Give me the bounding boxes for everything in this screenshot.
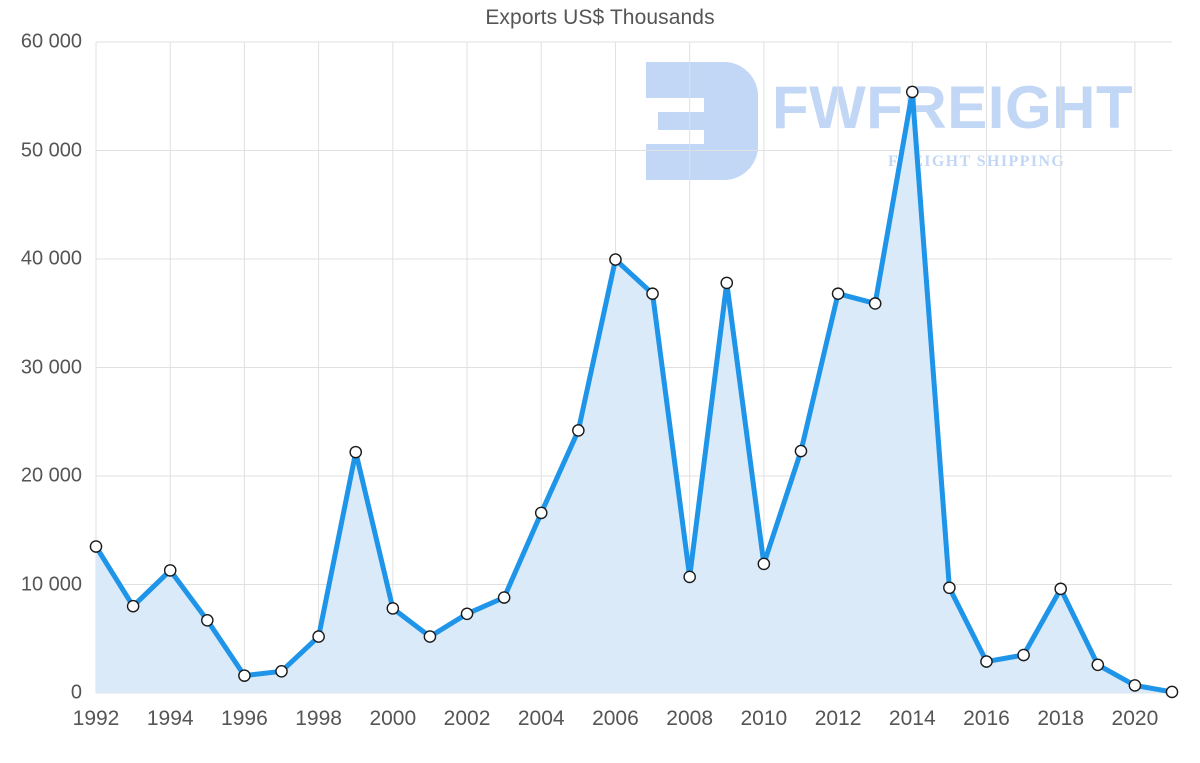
x-tick-label: 1998 — [295, 707, 342, 730]
x-tick-label: 2014 — [888, 707, 936, 730]
x-tick-label: 2008 — [666, 707, 713, 730]
y-tick-label: 10 000 — [20, 573, 82, 595]
data-point-1998 — [312, 630, 325, 643]
data-point-2017 — [1017, 648, 1030, 662]
data-point-2008 — [683, 570, 696, 584]
x-tick-label: 2006 — [592, 707, 639, 730]
x-tick-label: 1992 — [72, 707, 120, 730]
y-tick-label: 40 000 — [20, 247, 82, 270]
y-tick-label: 0 — [70, 681, 82, 704]
data-point-2010 — [757, 557, 771, 571]
x-tick-label: 2020 — [1111, 707, 1159, 730]
data-point-2019 — [1091, 658, 1105, 672]
data-point-2012 — [831, 287, 845, 301]
data-point-1992 — [89, 540, 103, 553]
data-point-1994 — [163, 564, 177, 577]
y-tick-label: 50 000 — [20, 139, 82, 161]
data-point-2005 — [572, 424, 585, 437]
data-point-2006 — [609, 253, 622, 266]
data-point-2004 — [534, 506, 548, 520]
data-point-2007 — [646, 287, 659, 301]
x-tick-label: 2002 — [443, 707, 491, 730]
data-point-2002 — [460, 607, 474, 621]
x-tick-label: 2000 — [369, 707, 417, 730]
data-point-2014 — [905, 85, 919, 99]
data-point-2020 — [1128, 679, 1142, 692]
data-point-2021 — [1165, 685, 1179, 699]
data-point-2013 — [868, 297, 882, 310]
data-point-1995 — [201, 614, 214, 627]
x-tick-label: 2010 — [740, 707, 788, 730]
data-point-2011 — [794, 444, 808, 458]
data-point-2016 — [980, 655, 993, 668]
x-tick-label: 2016 — [963, 707, 1010, 730]
data-point-1996 — [238, 669, 251, 682]
y-tick-label: 60 000 — [20, 30, 82, 53]
data-point-2009 — [720, 276, 734, 290]
data-point-2018 — [1054, 582, 1067, 596]
data-point-2001 — [423, 630, 437, 643]
x-tick-label: 1994 — [146, 707, 194, 730]
chart-title: Exports US$ Thousands — [485, 6, 715, 29]
x-tick-label: 2012 — [814, 707, 862, 730]
x-tick-label: 1996 — [221, 707, 268, 730]
x-tick-label: 2018 — [1037, 707, 1085, 730]
data-point-2000 — [386, 602, 400, 615]
data-point-1999 — [349, 445, 363, 459]
data-point-2015 — [943, 581, 956, 595]
data-point-2003 — [497, 591, 511, 604]
x-tick-label: 2004 — [517, 707, 565, 730]
area-fill — [96, 91, 1172, 693]
y-tick-label: 20 000 — [20, 464, 82, 487]
data-point-1993 — [126, 599, 140, 613]
y-tick-label: 30 000 — [20, 356, 82, 378]
data-point-1997 — [275, 665, 288, 678]
data-markers — [89, 85, 1179, 699]
